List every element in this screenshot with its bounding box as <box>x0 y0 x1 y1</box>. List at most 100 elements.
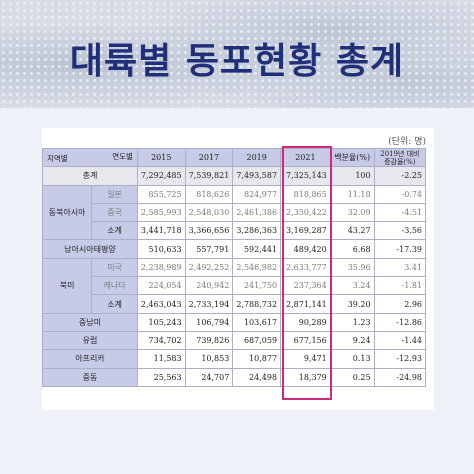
cell: 9,471 <box>280 349 331 369</box>
row-label-total: 총계 <box>42 166 138 186</box>
cell: 855,725 <box>136 184 186 204</box>
cell: -1.81 <box>373 276 427 296</box>
header-corner: 연도별 지역별 <box>42 147 138 168</box>
cell: 677,156 <box>280 330 331 351</box>
cell: 3,286,363 <box>232 221 282 241</box>
header-percent: 백분율(%) <box>329 147 375 168</box>
cell: 7,493,587 <box>232 166 282 186</box>
row-label-subtotal: 소계 <box>91 294 138 314</box>
cell: -12.86 <box>373 312 427 332</box>
cell: 1.23 <box>329 312 375 332</box>
table-header-row: 연도별 지역별 2015 2017 2019 2021 백분율(%) 2019년… <box>42 147 427 168</box>
cell: 6.68 <box>329 239 375 259</box>
cell: 10,853 <box>184 349 234 369</box>
cell: 105,243 <box>136 312 186 332</box>
table-row-northeast-subtotal: 소계 3,441,718 3,366,656 3,286,363 3,169,2… <box>43 221 427 241</box>
header-2019: 2019 <box>232 147 282 168</box>
cell: 2,546,982 <box>232 257 282 278</box>
cell: 2,461,386 <box>232 202 282 223</box>
cell: 32.09 <box>329 202 375 223</box>
header-2015: 2015 <box>136 147 186 168</box>
cell: 687,059 <box>232 330 282 351</box>
cell: 3.24 <box>329 276 375 296</box>
cell: 224,054 <box>136 276 186 296</box>
cell: 2,733,194 <box>184 294 234 314</box>
cell: 18,379 <box>280 367 331 387</box>
row-label-south-asia-pacific: 남아시아태평양 <box>42 239 138 259</box>
group-north-america: 북미 <box>41 257 93 314</box>
cell: 824,977 <box>232 184 282 204</box>
header-change-rate: 2019년 대비 증감율(%) <box>373 147 427 168</box>
cell: 489,420 <box>280 239 331 259</box>
page-title: 대륙별 동포현황 총계 <box>69 41 405 82</box>
cell: 739,826 <box>184 330 234 351</box>
cell: 90,289 <box>280 312 331 332</box>
cell: 0.25 <box>329 367 375 387</box>
cell: 10,877 <box>232 349 282 369</box>
cell: -12.93 <box>373 349 427 369</box>
row-label-subtotal: 소계 <box>91 221 138 241</box>
cell: -24.98 <box>373 367 427 387</box>
cell: 39.20 <box>329 294 375 314</box>
cell: 237,364 <box>280 276 331 296</box>
table-row-usa: 북미 미국 2,238,989 2,492,252 2,546,982 2,63… <box>41 257 427 314</box>
row-label-japan: 일본 <box>91 184 138 204</box>
unit-note: (단위: 명) <box>388 137 426 147</box>
cell: 592,441 <box>232 239 282 259</box>
cell: 557,791 <box>184 239 234 259</box>
group-northeast-asia: 동북아시아 <box>41 184 93 241</box>
cell: 2,548,030 <box>184 202 234 223</box>
cell: 24,498 <box>232 367 282 387</box>
cell: -4.51 <box>373 202 427 223</box>
cell: -2.25 <box>373 166 427 186</box>
table-row-total: 총계 7,292,485 7,539,821 7,493,587 7,325,1… <box>42 166 427 186</box>
row-label-usa: 미국 <box>91 257 138 278</box>
cell: 43.27 <box>329 221 375 241</box>
table-card: (단위: 명) 연도별 지역별 2015 2017 2019 2021 백분율(… <box>41 128 434 410</box>
cell: 35.96 <box>329 257 375 278</box>
table-row-japan: 동북아시아 일본 855,725 818,626 824,977 818,865… <box>41 184 427 241</box>
cell: 3.41 <box>373 257 427 278</box>
header-banner: 대륙별 동포현황 총계 <box>0 0 474 108</box>
cell: 241,750 <box>232 276 282 296</box>
cell: -0.74 <box>373 184 427 204</box>
cell: 7,292,485 <box>136 166 186 186</box>
cell: 0.13 <box>329 349 375 369</box>
cell: 9.24 <box>329 330 375 351</box>
table-row-latin-america: 중남미 105,243 106,794 103,617 90,289 1.23 … <box>42 312 427 332</box>
table-row-south-asia-pacific: 남아시아태평양 510,633 557,791 592,441 489,420 … <box>42 239 427 259</box>
row-label-china: 중국 <box>91 202 138 223</box>
corner-year-label: 연도별 <box>112 152 133 161</box>
cell: 2.96 <box>373 294 427 314</box>
statistics-table: 연도별 지역별 2015 2017 2019 2021 백분율(%) 2019년… <box>41 147 427 387</box>
cell: 2,492,252 <box>184 257 234 278</box>
header-2017: 2017 <box>184 147 234 168</box>
table-row-north-america-subtotal: 소계 2,463,043 2,733,194 2,788,732 2,871,1… <box>43 294 427 314</box>
cell: 734,702 <box>136 330 186 351</box>
row-label-canada: 캐나다 <box>91 276 138 296</box>
table-row-china: 중국 2,585,993 2,548,030 2,461,386 2,350,4… <box>43 202 427 223</box>
cell: 2,238,989 <box>136 257 186 278</box>
table-row-middle-east: 중동 25,563 24,707 24,498 18,379 0.25 -24.… <box>42 367 427 387</box>
dot-pattern <box>0 0 474 108</box>
cell: 2,350,422 <box>280 202 331 223</box>
cell: 240,942 <box>184 276 234 296</box>
cell: 100 <box>329 166 375 186</box>
cell: 2,633,777 <box>280 257 331 278</box>
cell: 3,366,656 <box>184 221 234 241</box>
cell: 2,788,732 <box>232 294 282 314</box>
cell: 24,707 <box>184 367 234 387</box>
cell: 510,633 <box>136 239 186 259</box>
cell: 7,539,821 <box>184 166 234 186</box>
cell: 3,441,718 <box>136 221 186 241</box>
cell: 7,325,143 <box>280 166 331 186</box>
cell: 3,169,287 <box>280 221 331 241</box>
cell: 818,626 <box>184 184 234 204</box>
cell: 2,463,043 <box>136 294 186 314</box>
row-label-latin-america: 중남미 <box>42 312 138 332</box>
row-label-africa: 아프리카 <box>42 349 138 369</box>
cell: 106,794 <box>184 312 234 332</box>
table-row-europe: 유럽 734,702 739,826 687,059 677,156 9.24 … <box>42 330 427 351</box>
cell: 2,585,993 <box>136 202 186 223</box>
cell: 11,583 <box>136 349 186 369</box>
